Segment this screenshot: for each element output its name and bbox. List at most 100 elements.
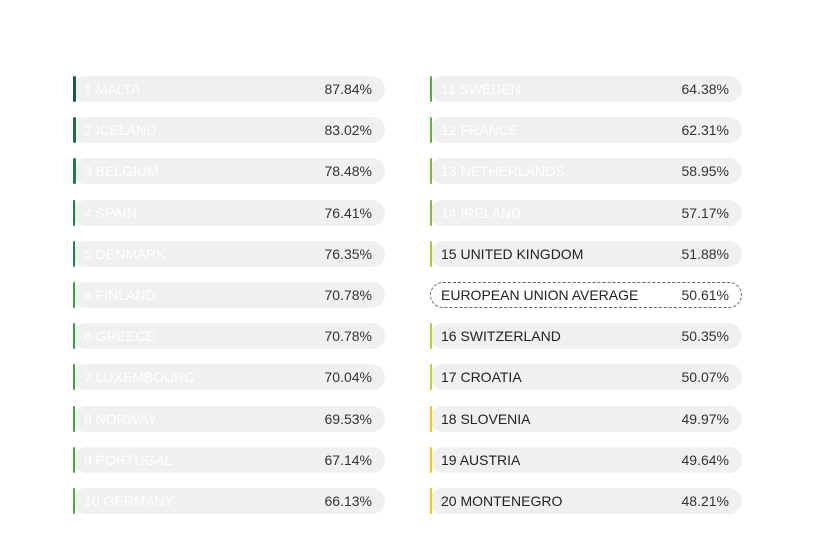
bar-label: 5 DENMARK — [84, 245, 166, 262]
bar-row: 6 GREECE 70.78% — [73, 323, 385, 350]
bar-track — [73, 240, 385, 267]
value-label: 62.31% — [681, 122, 729, 139]
average-row: EUROPEAN UNION AVERAGE 50.61% — [430, 281, 742, 308]
bar-label: 6 GREECE — [84, 328, 155, 345]
bar — [73, 199, 76, 226]
bar — [73, 323, 76, 350]
value-label: 70.04% — [324, 369, 372, 386]
bar-label: 6 FINLAND — [84, 286, 156, 303]
value-label: 50.35% — [681, 328, 729, 345]
value-label: 87.84% — [324, 81, 372, 97]
bar — [73, 364, 76, 391]
value-label: 49.97% — [681, 410, 729, 427]
bar-label: 13 NETHERLANDS — [441, 163, 565, 180]
bar-row: 11 SWEDEN 64.38% — [430, 76, 742, 102]
bar-row: 9 PORTUGAL 67.14% — [73, 446, 385, 473]
bar-track — [430, 158, 742, 185]
value-label: 49.64% — [681, 451, 729, 468]
bar — [73, 281, 76, 308]
bar-label: 16 SWITZERLAND — [441, 328, 561, 345]
bar-label: 8 NORWAY — [84, 410, 157, 427]
bar-label: 12 FRANCE — [441, 122, 519, 139]
bar-row: 18 SLOVENIA 49.97% — [430, 405, 742, 432]
bar-track — [73, 199, 385, 226]
average-outline — [430, 281, 742, 308]
bar — [430, 487, 432, 514]
bar — [430, 240, 432, 267]
bar-row: 20 MONTENEGRO 48.21% — [430, 487, 742, 514]
bar-row: 6 FINLAND 70.78% — [73, 281, 385, 308]
value-label: 64.38% — [681, 81, 729, 97]
bar — [430, 117, 432, 144]
bar-track — [73, 117, 385, 144]
bar-label: 4 SPAIN — [84, 204, 137, 221]
bar-track — [430, 240, 742, 267]
bar-row: 2 ICELAND 83.02% — [73, 117, 385, 144]
bar-row: 7 LUXEMBOURG 70.04% — [73, 364, 385, 391]
bar — [430, 364, 432, 391]
bar — [430, 405, 432, 432]
bar — [73, 76, 76, 102]
bar-track — [430, 76, 742, 102]
bar-track — [430, 323, 742, 350]
bar-row: 3 BELGIUM 78.48% — [73, 158, 385, 185]
bar — [73, 487, 76, 514]
bar-label: 3 BELGIUM — [84, 163, 159, 180]
bar-row: 17 CROATIA 50.07% — [430, 364, 742, 391]
bar-track — [73, 158, 385, 185]
ranking-column-left: 1 MALTA 87.84% 2 ICELAND 83.02% 3 BELGIUM 78.… — [73, 76, 385, 529]
bar-track — [430, 117, 742, 144]
bar-label: 18 SLOVENIA — [441, 410, 531, 427]
bar-track — [73, 281, 385, 308]
bar-track — [430, 364, 742, 391]
bar-track — [73, 323, 385, 350]
bar-row: 4 SPAIN 76.41% — [73, 199, 385, 226]
value-label: 83.02% — [324, 122, 372, 139]
bar-row: 19 AUSTRIA 49.64% — [430, 446, 742, 473]
value-label: 76.41% — [324, 204, 372, 221]
bar-track — [73, 446, 385, 473]
bar — [430, 199, 432, 226]
bar-label: 1 MALTA — [84, 81, 141, 97]
bar-label: 19 AUSTRIA — [441, 451, 521, 468]
bar-track — [73, 405, 385, 432]
value-label: 70.78% — [324, 328, 372, 345]
bar-row: 5 DENMARK 76.35% — [73, 240, 385, 267]
bar — [430, 76, 433, 102]
bar-label: 7 LUXEMBOURG — [84, 369, 196, 386]
bar — [73, 117, 76, 144]
value-label: 48.21% — [681, 492, 729, 509]
bar-row: 16 SWITZERLAND 50.35% — [430, 323, 742, 350]
bar-row: 12 FRANCE 62.31% — [430, 117, 742, 144]
bar — [73, 446, 76, 473]
bar-row: 14 IRELAND 57.17% — [430, 199, 742, 226]
value-label: 78.48% — [324, 163, 372, 180]
bar — [430, 446, 432, 473]
value-label: 67.14% — [324, 451, 372, 468]
bar — [430, 158, 432, 185]
bar-track — [73, 487, 385, 514]
bar-label: 20 MONTENEGRO — [441, 492, 563, 509]
bar-label: 15 UNITED KINGDOM — [441, 245, 584, 262]
bar-track — [73, 76, 385, 102]
value-label: 51.88% — [681, 245, 729, 262]
value-label: 50.07% — [681, 369, 729, 386]
value-label: 66.13% — [324, 492, 372, 509]
bar-row: 1 MALTA 87.84% — [73, 76, 385, 102]
bar-track — [430, 487, 742, 514]
bar-track — [430, 405, 742, 432]
bar-row: 10 GERMANY 66.13% — [73, 487, 385, 514]
bar — [73, 240, 76, 267]
bar-track — [73, 364, 385, 391]
bar-row: 15 UNITED KINGDOM 51.88% — [430, 240, 742, 267]
bar — [73, 158, 76, 185]
bar-label: EUROPEAN UNION AVERAGE — [441, 286, 639, 303]
value-label: 70.78% — [324, 286, 372, 303]
value-label: 50.61% — [681, 286, 729, 303]
value-label: 69.53% — [324, 410, 372, 427]
bar — [430, 323, 432, 350]
bar — [73, 405, 76, 432]
value-label: 58.95% — [681, 163, 729, 180]
bar-track — [430, 446, 742, 473]
bar-label: 9 PORTUGAL — [84, 451, 173, 468]
